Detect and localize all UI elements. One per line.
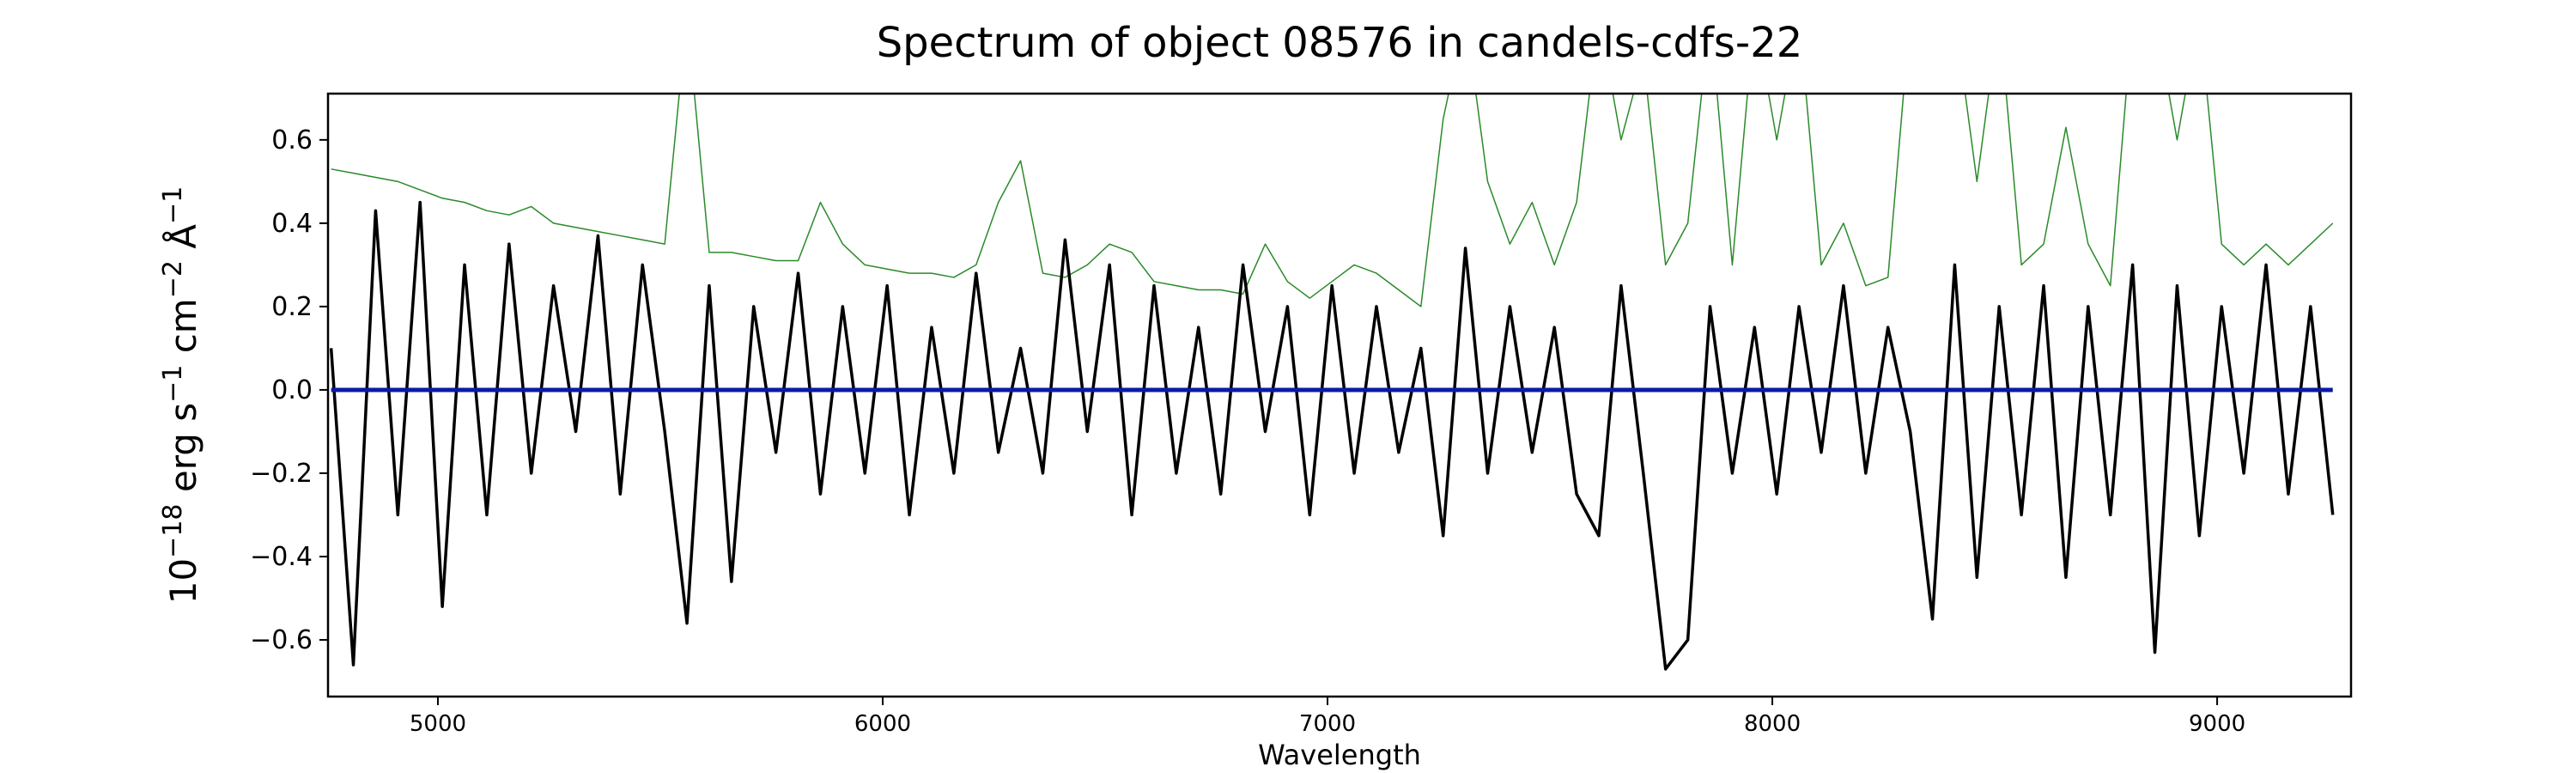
- y-axis-label-part: cm: [162, 298, 204, 364]
- plot-area: [329, 94, 2335, 671]
- x-tick-label: 6000: [854, 711, 911, 737]
- spectrum-line: [329, 200, 2335, 671]
- x-axis-label: Wavelength: [1258, 739, 1421, 771]
- y-tick-label: −0.4: [250, 542, 313, 572]
- y-axis-label-part: −1: [158, 186, 188, 224]
- y-axis-label-part: −1: [158, 365, 188, 403]
- y-axis-label-part: erg s: [162, 403, 204, 504]
- spectrum-line: [331, 94, 2334, 307]
- y-tick-label: 0.6: [271, 125, 313, 155]
- y-axis-label-part: −2: [158, 260, 188, 298]
- plot-frame: [326, 92, 2353, 698]
- y-tick-label: 0.4: [271, 209, 313, 239]
- x-tick-label: 7000: [1299, 711, 1356, 737]
- x-tick-label: 8000: [1744, 711, 1801, 737]
- y-axis-label: 10−18 erg s−1 cm−2 Å−1: [158, 186, 205, 605]
- chart-title: Spectrum of object 08576 in candels-cdfs…: [877, 19, 1803, 67]
- x-tick-label: 5000: [410, 711, 466, 737]
- y-tick-label: −0.2: [250, 459, 313, 489]
- x-tick-label: 9000: [2189, 711, 2245, 737]
- y-axis-label-part: 10: [162, 558, 204, 604]
- y-axis-label-part: Å: [161, 224, 204, 260]
- y-tick-label: 0.0: [271, 375, 313, 405]
- y-axis-label-part: −18: [158, 504, 188, 558]
- y-tick-label: −0.6: [250, 625, 313, 655]
- y-tick-label: 0.2: [271, 292, 313, 322]
